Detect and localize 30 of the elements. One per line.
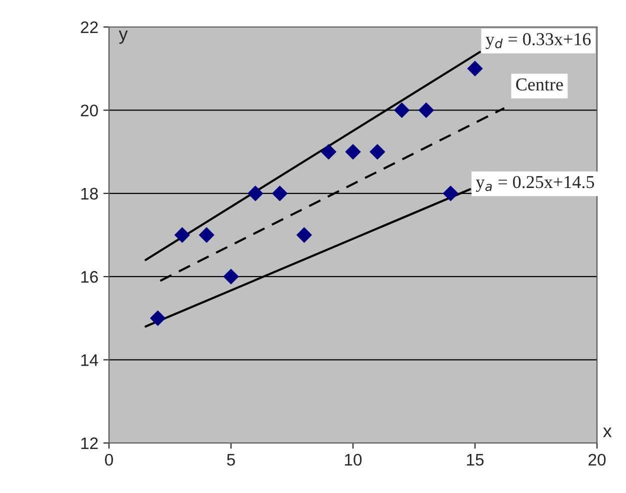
y-tick-label: 20 — [80, 104, 98, 116]
point — [223, 268, 239, 284]
x-tick-label: 15 — [467, 454, 484, 466]
point — [418, 102, 434, 118]
point — [272, 186, 288, 202]
point — [345, 144, 361, 160]
y-tick-label: 22 — [80, 21, 98, 34]
y-axis-title: y — [118, 30, 128, 44]
x-axis-title: x — [603, 428, 612, 438]
point — [174, 227, 190, 243]
y-tick-label: 12 — [81, 437, 98, 450]
x-tick-label: 0 — [105, 454, 113, 466]
point — [442, 186, 458, 202]
x-tick-label: 20 — [588, 454, 606, 466]
x-tick-label: 5 — [227, 454, 235, 466]
point — [198, 227, 214, 243]
point — [296, 227, 312, 243]
y-tick-label: 14 — [81, 354, 98, 366]
point — [394, 102, 410, 118]
point — [248, 186, 264, 202]
point — [150, 310, 166, 326]
annotation: Centre — [516, 78, 563, 91]
x-tick-label: 10 — [345, 454, 362, 466]
annotation: y$_{a}$ = 0.25x+14.5 — [476, 176, 594, 192]
y-tick-label: 18 — [81, 188, 98, 200]
y-tick-label: 16 — [81, 271, 98, 283]
annotation: y$_{d}$ = 0.33x+16 — [486, 33, 591, 50]
point — [320, 144, 336, 160]
point — [467, 60, 483, 76]
point — [370, 144, 386, 160]
